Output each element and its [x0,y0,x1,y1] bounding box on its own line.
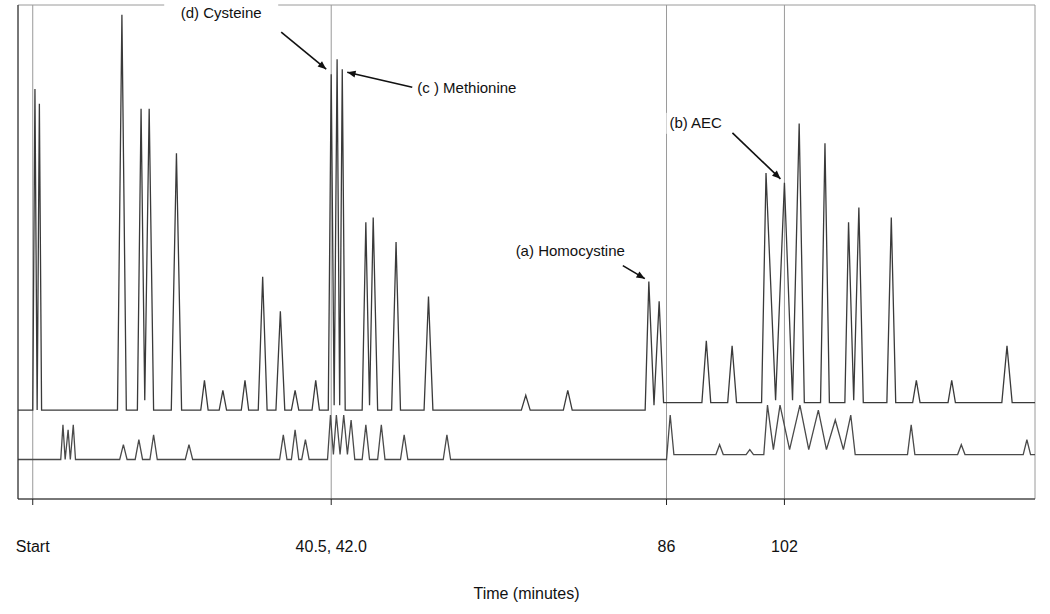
svg-text:Start: Start [16,538,50,555]
svg-text:(a) Homocystine: (a) Homocystine [516,242,625,259]
svg-text:Time (minutes): Time (minutes) [473,585,579,602]
svg-text:(b) AEC: (b) AEC [669,114,722,131]
svg-text:102: 102 [771,538,798,555]
svg-text:(d) Cysteine: (d) Cysteine [181,4,262,21]
svg-text:86: 86 [658,538,676,555]
svg-text:(c ) Methionine: (c ) Methionine [417,79,516,96]
svg-text:40.5, 42.0: 40.5, 42.0 [296,538,367,555]
